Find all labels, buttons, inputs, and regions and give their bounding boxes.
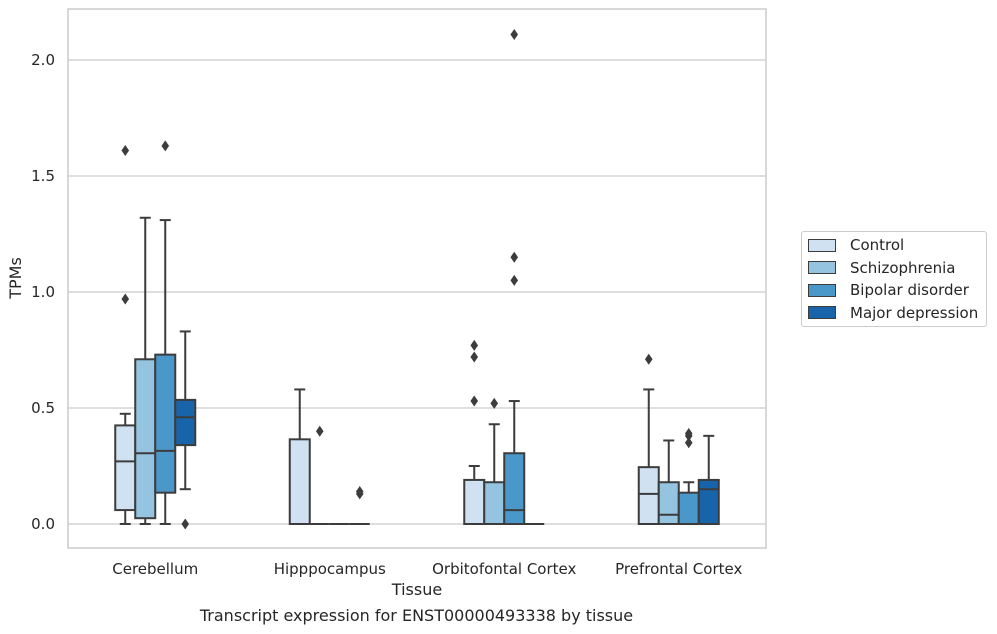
legend-label: Major depression — [850, 303, 979, 322]
legend: Control Schizophrenia Bipolar disorder Majo… — [801, 231, 987, 327]
y-tick-label: 1.5 — [31, 167, 55, 185]
x-tick-label: Orbitofontal Cortex — [432, 560, 576, 578]
box-body — [134, 358, 157, 520]
y-tick-labels: 0.0 0.5 1.0 1.5 2.0 — [31, 51, 55, 533]
box-body — [174, 398, 197, 447]
x-tick-label: Cerebellum — [112, 560, 198, 578]
outlier-point — [121, 293, 130, 305]
box-control — [288, 388, 311, 526]
y-axis-label: TPMs — [6, 257, 25, 300]
box-schizophrenia — [483, 397, 506, 525]
box-body — [463, 478, 486, 526]
outlier-point — [470, 395, 479, 407]
box-major-depression — [697, 434, 720, 526]
legend-item: Major depression — [808, 303, 978, 323]
box-control — [637, 353, 660, 526]
legend-swatch — [808, 283, 836, 297]
legend-swatch — [808, 238, 836, 252]
legend-item: Control — [808, 235, 904, 255]
y-tick-label: 0.5 — [31, 399, 55, 417]
box-body — [637, 466, 660, 526]
outlier-point — [181, 518, 190, 530]
y-tick-label: 0.0 — [31, 515, 55, 533]
box-body — [677, 491, 700, 525]
legend-label: Bipolar disorder — [850, 281, 969, 299]
outlier-point — [355, 486, 364, 498]
legend-item: Schizophrenia — [808, 258, 955, 278]
box-series-layer — [114, 28, 720, 530]
box-body — [483, 481, 506, 525]
legend-item: Bipolar disorder — [808, 280, 969, 300]
outlier-point — [684, 437, 693, 449]
outlier-point — [470, 351, 479, 363]
x-tick-labels: Cerebellum Hipppocampus Orbitofontal Corte… — [112, 560, 742, 578]
box-bipolar-disorder — [154, 140, 177, 525]
box-schizophrenia — [657, 439, 680, 525]
box-control — [463, 339, 486, 526]
box-body — [154, 353, 177, 494]
y-tick-label: 2.0 — [31, 51, 55, 69]
x-tick-label: Hipppocampus — [274, 560, 386, 578]
box-body — [288, 438, 311, 526]
outlier-point — [470, 339, 479, 351]
legend-swatch — [808, 306, 836, 319]
box-body — [114, 424, 137, 512]
outlier-point — [510, 251, 519, 263]
box-schizophrenia — [309, 425, 330, 525]
plot-frame — [67, 8, 767, 549]
box-schizophrenia — [134, 216, 157, 525]
legend-label: Schizophrenia — [850, 258, 956, 277]
y-tick-label: 1.0 — [31, 283, 55, 301]
outlier-point — [684, 428, 693, 440]
outlier-point — [490, 397, 499, 409]
outlier-point — [315, 425, 324, 437]
box-body — [503, 452, 526, 525]
chart-caption: Transcript expression for ENST0000049333… — [199, 606, 634, 625]
box-major-depression — [174, 330, 197, 530]
box-bipolar-disorder — [677, 428, 700, 525]
box-bipolar-disorder — [503, 28, 526, 525]
outlier-point — [644, 353, 653, 365]
outlier-point — [510, 28, 519, 40]
legend-label: Control — [850, 236, 905, 254]
box-major-depression — [349, 486, 370, 525]
x-tick-label: Prefrontal Cortex — [615, 560, 742, 578]
box-body — [697, 478, 720, 526]
box-control — [114, 144, 137, 525]
x-axis-label: Tissue — [391, 580, 442, 599]
outlier-point — [161, 140, 170, 152]
legend-swatch — [808, 261, 836, 274]
outlier-point — [510, 274, 519, 286]
box-body — [657, 481, 680, 525]
outlier-point — [121, 144, 130, 156]
